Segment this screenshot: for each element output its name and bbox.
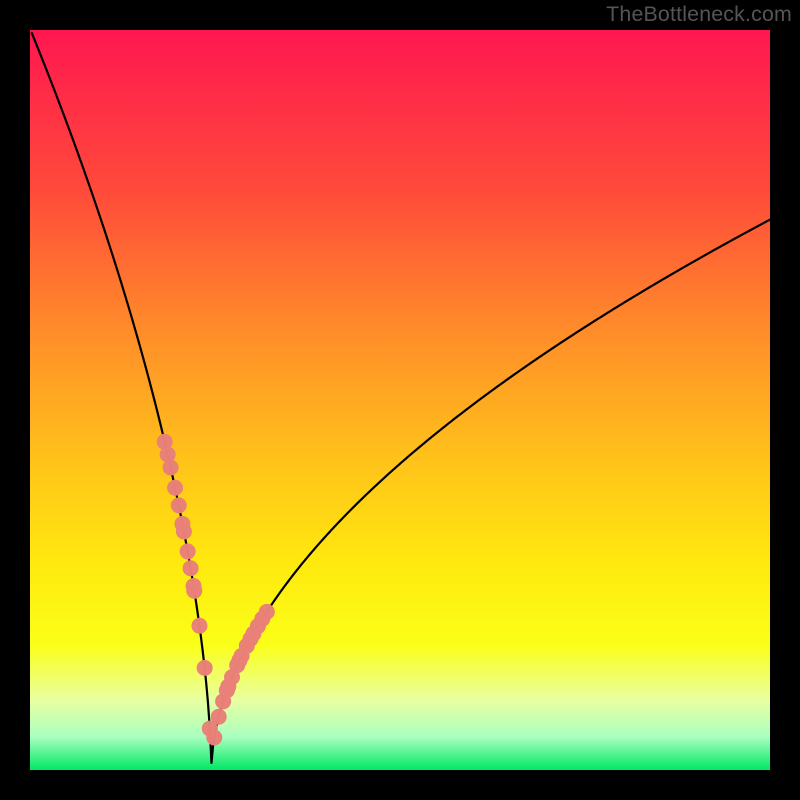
data-point-marker — [168, 480, 183, 495]
chart-svg-layer — [30, 30, 770, 770]
figure-stage: TheBottleneck.com — [0, 0, 800, 800]
data-point-marker — [197, 660, 212, 675]
data-point-marker — [187, 583, 202, 598]
marker-group — [157, 434, 274, 745]
data-point-marker — [160, 447, 175, 462]
data-point-marker — [183, 561, 198, 576]
data-point-marker — [259, 604, 274, 619]
data-point-marker — [163, 460, 178, 475]
data-point-marker — [180, 544, 195, 559]
data-point-marker — [207, 730, 222, 745]
data-point-marker — [176, 524, 191, 539]
data-point-marker — [171, 498, 186, 513]
data-point-marker — [211, 709, 226, 724]
bottleneck-curve — [32, 33, 770, 763]
data-point-marker — [192, 618, 207, 633]
plot-area — [30, 30, 770, 770]
watermark-text: TheBottleneck.com — [606, 2, 792, 27]
